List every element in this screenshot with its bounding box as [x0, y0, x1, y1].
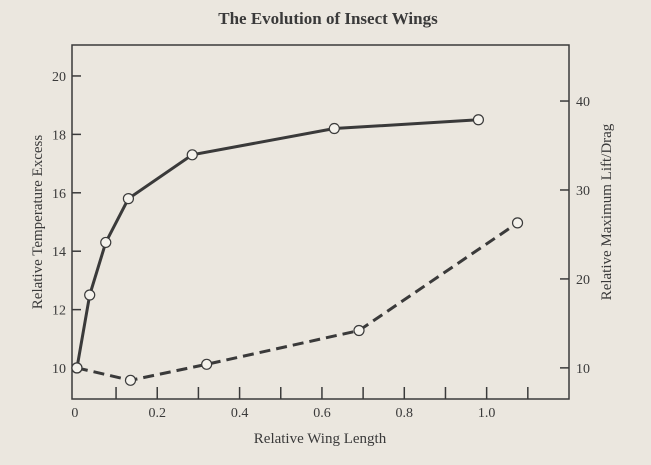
- series-solid-point: [472, 114, 485, 126]
- x-tick-label: 0: [71, 406, 78, 421]
- series-solid-point: [186, 149, 198, 161]
- series-dashed-point: [511, 217, 524, 229]
- series-solid-line: [75, 118, 479, 369]
- plot-frame: [71, 44, 570, 400]
- series-solid-point: [100, 236, 112, 249]
- y-axis-left-label: Relative Temperature Excess: [30, 135, 46, 310]
- series-dashed-line: [76, 221, 519, 382]
- x-tick-label: 1.0: [478, 406, 496, 421]
- x-tick-label: 0.8: [396, 406, 414, 421]
- series-solid-point: [84, 289, 96, 301]
- x-axis-label: Relative Wing Length: [254, 431, 387, 447]
- y-left-tick-label: 10: [52, 362, 66, 377]
- x-tick-label: 0.2: [148, 406, 166, 421]
- y-right-tick-label: 30: [576, 184, 590, 199]
- y-axis-right-label: Relative Maximum Lift/Drag: [599, 123, 615, 300]
- y-left-tick-label: 14: [52, 245, 66, 260]
- chart-title: The Evolution of Insect Wings: [218, 9, 438, 28]
- y-left-tick-label: 20: [52, 70, 66, 85]
- y-right-tick-label: 20: [576, 273, 590, 288]
- y-left-tick-label: 16: [52, 187, 66, 202]
- series-dashed-point: [124, 374, 137, 386]
- series-dashed-point: [201, 358, 213, 370]
- y-left-tick-label: 12: [52, 304, 66, 319]
- x-tick-label: 0.4: [231, 406, 249, 421]
- y-right-tick-label: 40: [576, 95, 590, 110]
- series-dashed-point: [71, 362, 83, 374]
- y-left-tick-label: 18: [52, 128, 66, 143]
- x-tick-label: 0.6: [313, 406, 331, 421]
- series-solid-point: [328, 122, 340, 135]
- series-solid-point: [122, 193, 135, 205]
- y-right-tick-label: 10: [576, 362, 590, 377]
- series-dashed-point: [353, 324, 365, 337]
